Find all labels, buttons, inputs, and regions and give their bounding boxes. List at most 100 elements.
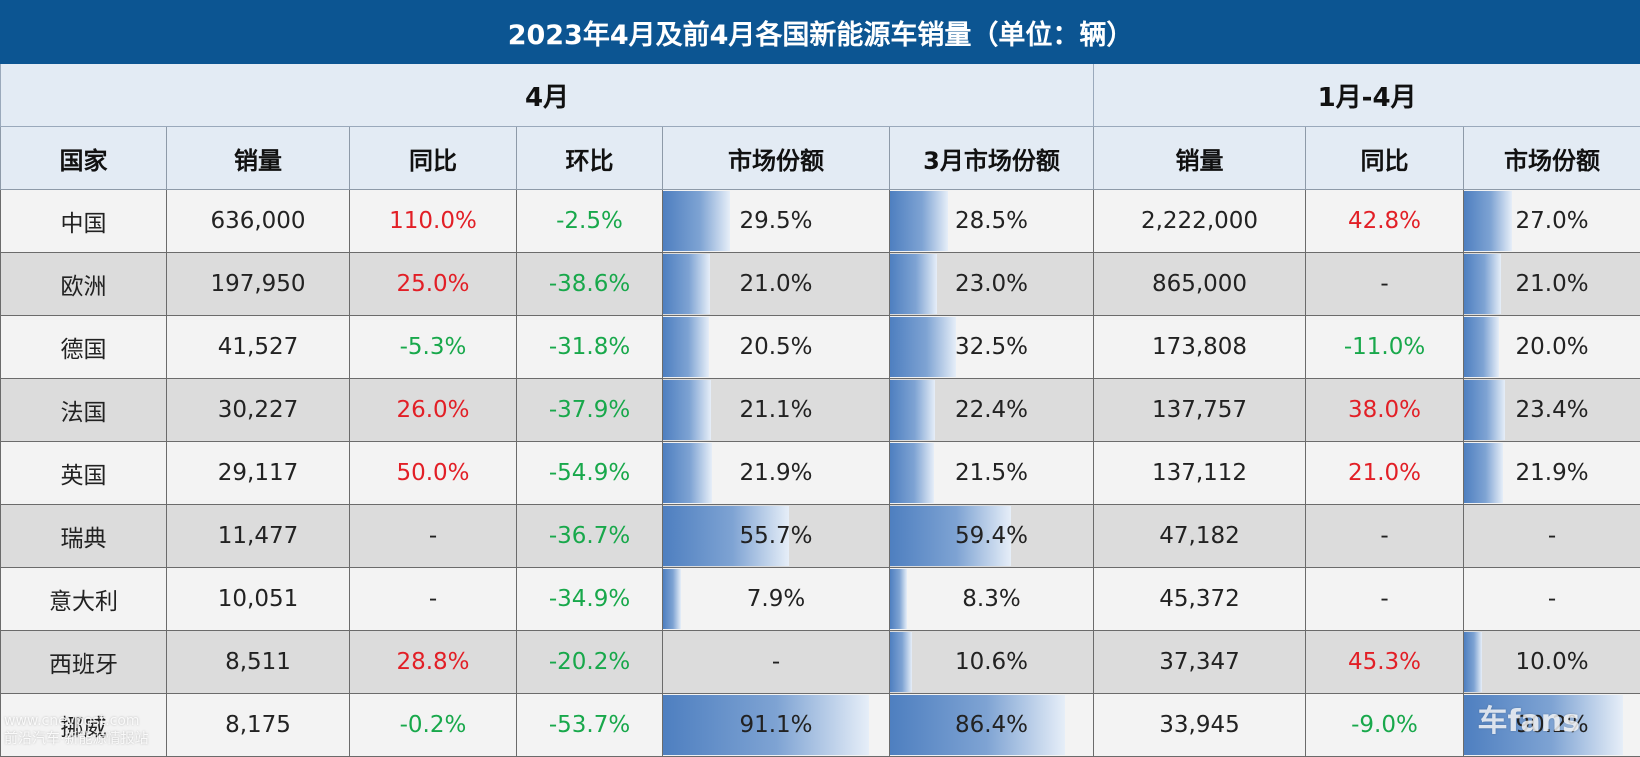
share-cell: 8.3% xyxy=(890,568,1094,631)
column-header-8: 市场份额 xyxy=(1464,127,1640,190)
share-cell: 27.0% xyxy=(1464,190,1640,253)
share-bar xyxy=(890,380,935,440)
share-value: 21.9% xyxy=(1516,460,1589,486)
watermark-left-line1: www.cnevpost.com xyxy=(4,712,148,730)
value-cell: 47,182 xyxy=(1094,505,1306,568)
share-bar xyxy=(890,191,948,251)
share-value: 29.5% xyxy=(739,208,812,234)
country-cell: 中国 xyxy=(1,190,167,253)
share-value: 10.0% xyxy=(1516,649,1589,675)
share-value: 86.4% xyxy=(955,712,1028,738)
share-cell: 29.5% xyxy=(663,190,890,253)
share-value: - xyxy=(1548,523,1556,549)
value-cell: -53.7% xyxy=(517,694,663,757)
share-value: 59.4% xyxy=(955,523,1028,549)
chart-title: 2023年4月及前4月各国新能源车销量（单位：辆） xyxy=(1,1,1640,64)
share-cell: 10.0% xyxy=(1464,631,1640,694)
share-cell: - xyxy=(663,631,890,694)
value-cell: -38.6% xyxy=(517,253,663,316)
share-bar xyxy=(1464,443,1503,503)
share-value: 20.0% xyxy=(1516,334,1589,360)
share-value: 55.7% xyxy=(739,523,812,549)
share-cell: 7.9% xyxy=(663,568,890,631)
value-cell: 25.0% xyxy=(350,253,517,316)
share-value: 32.5% xyxy=(955,334,1028,360)
share-cell: 21.0% xyxy=(663,253,890,316)
value-cell: - xyxy=(350,505,517,568)
share-bar xyxy=(1464,632,1482,692)
group-header-april: 4月 xyxy=(1,64,1094,127)
column-header-5: 3月市场份额 xyxy=(890,127,1094,190)
share-value: 28.5% xyxy=(955,208,1028,234)
share-cell: 10.6% xyxy=(890,631,1094,694)
share-value: 27.0% xyxy=(1516,208,1589,234)
share-bar xyxy=(890,632,912,692)
share-cell: 21.0% xyxy=(1464,253,1640,316)
column-header-7: 同比 xyxy=(1306,127,1464,190)
value-cell: -0.2% xyxy=(350,694,517,757)
value-cell: -54.9% xyxy=(517,442,663,505)
share-value: 21.0% xyxy=(739,271,812,297)
column-header-1: 销量 xyxy=(167,127,350,190)
share-value: 23.0% xyxy=(955,271,1028,297)
country-cell: 瑞典 xyxy=(1,505,167,568)
value-cell: 50.0% xyxy=(350,442,517,505)
share-value: 21.9% xyxy=(739,460,812,486)
column-header-6: 销量 xyxy=(1094,127,1306,190)
value-cell: 10,051 xyxy=(167,568,350,631)
value-cell: 37,347 xyxy=(1094,631,1306,694)
value-cell: - xyxy=(1306,568,1464,631)
share-cell: 21.9% xyxy=(663,442,890,505)
value-cell: 8,175 xyxy=(167,694,350,757)
share-cell: 23.0% xyxy=(890,253,1094,316)
column-header-0: 国家 xyxy=(1,127,167,190)
value-cell: - xyxy=(1306,253,1464,316)
value-cell: 33,945 xyxy=(1094,694,1306,757)
share-value: 10.6% xyxy=(955,649,1028,675)
group-header-jan-apr: 1月-4月 xyxy=(1094,64,1640,127)
value-cell: 45.3% xyxy=(1306,631,1464,694)
value-cell: 29,117 xyxy=(167,442,350,505)
country-cell: 法国 xyxy=(1,379,167,442)
share-bar xyxy=(1464,317,1499,377)
share-bar xyxy=(663,569,681,629)
share-cell: 59.4% xyxy=(890,505,1094,568)
value-cell: 41,527 xyxy=(167,316,350,379)
value-cell: 45,372 xyxy=(1094,568,1306,631)
value-cell: - xyxy=(350,568,517,631)
share-cell: - xyxy=(1464,505,1640,568)
share-cell: 23.4% xyxy=(1464,379,1640,442)
share-value: 91.1% xyxy=(739,712,812,738)
share-bar xyxy=(663,317,709,377)
share-bar xyxy=(890,569,907,629)
share-bar xyxy=(890,443,934,503)
share-bar xyxy=(890,254,937,314)
watermark-right: 车fans xyxy=(1477,696,1580,740)
share-bar xyxy=(890,317,956,377)
share-bar xyxy=(663,191,730,251)
share-cell: 55.7% xyxy=(663,505,890,568)
value-cell: 865,000 xyxy=(1094,253,1306,316)
country-cell: 西班牙 xyxy=(1,631,167,694)
value-cell: 30,227 xyxy=(167,379,350,442)
value-cell: 38.0% xyxy=(1306,379,1464,442)
share-cell: 20.5% xyxy=(663,316,890,379)
share-cell: 22.4% xyxy=(890,379,1094,442)
value-cell: 137,112 xyxy=(1094,442,1306,505)
share-bar xyxy=(663,254,710,314)
value-cell: -36.7% xyxy=(517,505,663,568)
share-value: 21.5% xyxy=(955,460,1028,486)
share-value: - xyxy=(772,649,780,675)
share-bar xyxy=(663,380,711,440)
share-value: 23.4% xyxy=(1516,397,1589,423)
value-cell: -9.0% xyxy=(1306,694,1464,757)
share-cell: 21.1% xyxy=(663,379,890,442)
